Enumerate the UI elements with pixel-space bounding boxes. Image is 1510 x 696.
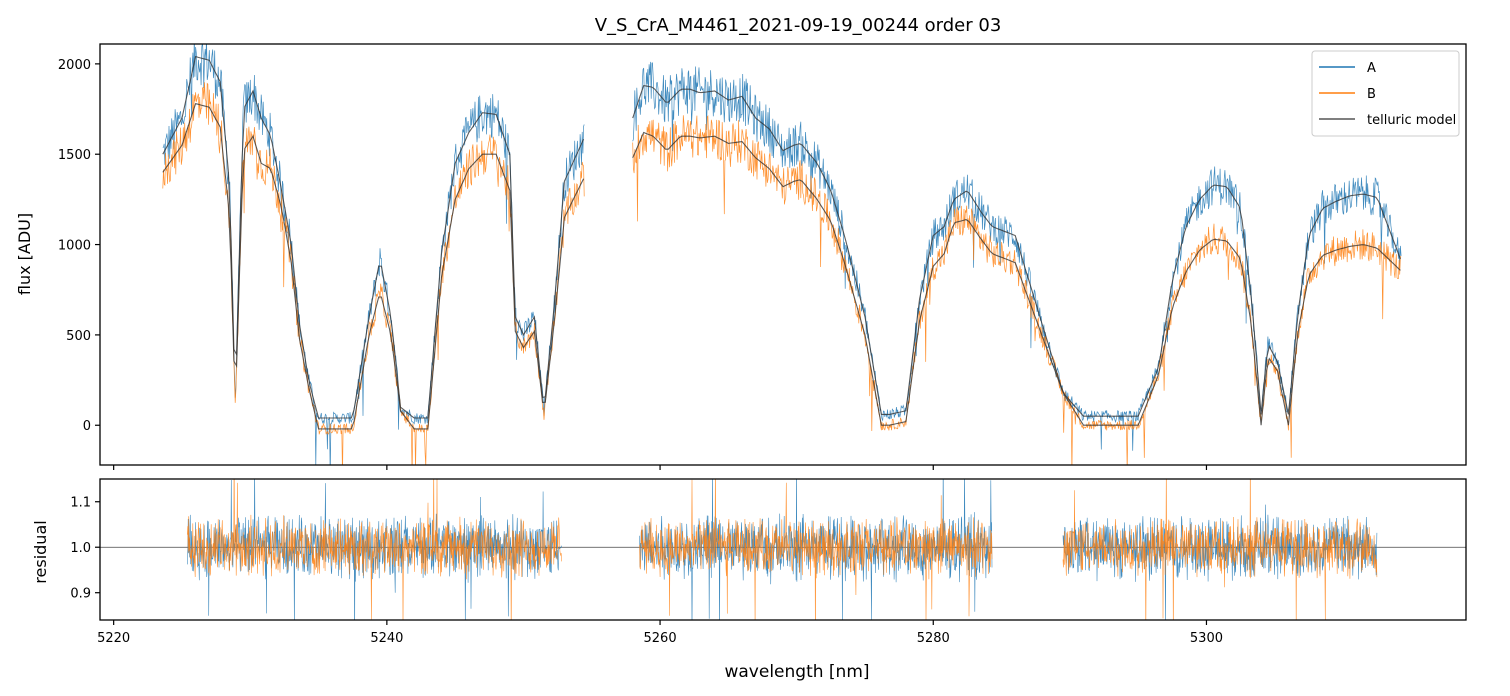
top-y-tick-label: 1000 [58, 239, 91, 254]
telluric-model-path-2 [162, 102, 1401, 430]
bottom-axes-frame [99, 478, 1467, 621]
bottom-y-ticks: 0.9 1.0 1.1 [70, 496, 100, 602]
top-y-ticks: 0 500 1000 1500 2000 [58, 58, 100, 434]
x-tick-label: 5240 [370, 631, 403, 646]
bottom-plot-area [100, 479, 1466, 620]
top-y-label: flux [ADU] [15, 213, 34, 295]
legend-label-a: A [1367, 61, 1376, 76]
residual-series-b [187, 479, 1378, 620]
top-y-tick-label: 0 [83, 419, 91, 434]
bottom-x-ticks: 5220 5240 5260 5280 5300 [97, 620, 1223, 646]
x-tick-label: 5220 [97, 631, 130, 646]
top-plot-area [162, 44, 1402, 465]
top-y-tick-label: 500 [66, 329, 91, 344]
chart-title: V_S_CrA_M4461_2021-09-19_00244 order 03 [595, 15, 1002, 36]
x-tick-label: 5280 [917, 631, 950, 646]
top-y-tick-label: 2000 [58, 58, 91, 73]
x-axis-label: wavelength [nm] [724, 662, 869, 682]
legend-label-model: telluric model [1367, 113, 1456, 128]
telluric-model-line [162, 55, 1401, 430]
top-panel: 0 500 1000 1500 2000 flux [ADU] A B telluric… [15, 43, 1467, 470]
bottom-y-tick-label: 1.0 [70, 541, 91, 556]
top-x-ticks [113, 465, 1208, 470]
bottom-y-tick-label: 0.9 [70, 587, 91, 602]
legend-frame [1311, 50, 1460, 137]
bottom-panel: 5220 5240 5260 5280 5300 0.91.01.1 residual … [31, 478, 1467, 682]
x-tick-label: 5300 [1190, 631, 1223, 646]
legend: A B telluric model [1311, 50, 1460, 137]
top-y-tick-label: 1500 [58, 148, 91, 163]
residual-path-b [187, 479, 1378, 620]
bottom-y-label: residual [31, 520, 50, 583]
top-axes-frame [99, 43, 1467, 466]
x-tick-label: 5260 [644, 631, 677, 646]
bottom-y-tick-label: 1.1 [70, 496, 91, 511]
legend-label-b: B [1367, 87, 1376, 102]
